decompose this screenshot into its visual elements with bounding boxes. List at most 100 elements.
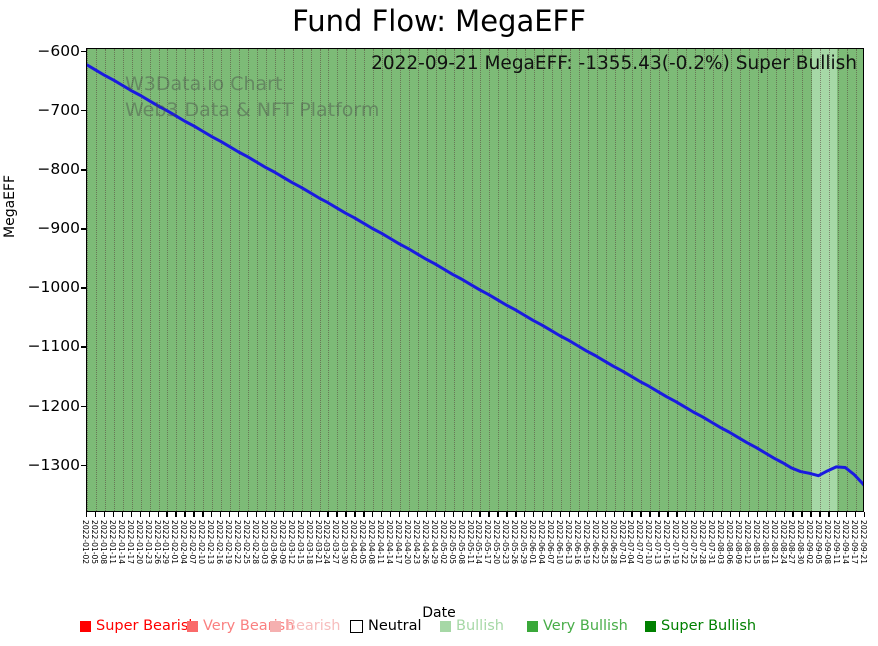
legend-item-bearish[interactable]: Bearish — [270, 619, 341, 634]
gridline-vertical — [256, 49, 258, 511]
x-tick-mark — [711, 512, 714, 517]
x-tick-mark — [515, 512, 517, 517]
x-tick-label: 2022-04-02 — [349, 520, 359, 565]
gridline-vertical — [87, 49, 88, 511]
x-tick-mark — [595, 512, 598, 517]
x-tick-label: 2022-03-06 — [268, 520, 278, 565]
x-tick-label: 2022-06-01 — [528, 520, 538, 565]
x-tick-mark — [246, 512, 249, 517]
x-tick-label: 2022-08-27 — [787, 520, 797, 565]
x-tick-label: 2022-02-04 — [179, 520, 189, 565]
x-tick-label: 2022-09-11 — [832, 520, 842, 565]
x-tick-mark — [479, 512, 481, 517]
y-tick-mark — [81, 464, 86, 467]
x-tick-mark — [747, 512, 750, 517]
x-tick-label: 2022-08-03 — [715, 520, 725, 565]
x-axis-label: Date — [422, 605, 456, 621]
legend-label: Very Bullish — [543, 618, 628, 634]
y-axis: −600 −700 −800 −900 −1000 −1100 −1200 −1300 — [0, 42, 86, 512]
y-axis-label: MegaEFF — [2, 174, 18, 238]
x-tick-label: 2022-04-08 — [367, 520, 377, 565]
x-tick-mark — [300, 512, 302, 517]
legend-label: Bullish — [456, 618, 504, 634]
gridline-vertical — [480, 49, 482, 511]
x-tick-mark — [130, 512, 132, 517]
y-tick-mark — [81, 228, 86, 230]
x-tick-mark — [649, 512, 651, 517]
x-tick-mark — [291, 512, 293, 517]
y-tick-mark — [81, 405, 86, 407]
x-tick-mark — [488, 512, 490, 517]
gridline-vertical — [221, 49, 223, 511]
gridline-vertical — [471, 49, 473, 511]
x-tick-mark — [264, 512, 267, 517]
gridline-vertical — [489, 49, 491, 511]
x-tick-mark — [533, 512, 535, 517]
gridline-vertical — [328, 49, 330, 511]
gridline-vertical — [793, 49, 795, 511]
x-tick-label: 2022-03-21 — [313, 520, 323, 565]
x-tick-mark — [622, 512, 624, 517]
x-tick-label: 2022-01-02 — [81, 520, 90, 565]
gridline-vertical — [748, 49, 750, 511]
legend-item-very-bullish[interactable]: Very Bullish — [527, 619, 628, 634]
x-tick-label: 2022-07-07 — [635, 520, 645, 565]
x-tick-mark — [94, 512, 97, 517]
x-tick-mark — [148, 512, 150, 517]
current-value-annotation: 2022-09-21 MegaEFF: -1355.43(-0.2%) Supe… — [371, 53, 857, 74]
x-tick-label: 2022-01-11 — [107, 520, 117, 565]
gridline-vertical — [301, 49, 303, 511]
gridline-vertical — [650, 49, 652, 511]
x-tick-mark — [363, 512, 365, 517]
gridline-vertical — [382, 49, 384, 511]
y-tick-label: −800 — [37, 160, 80, 179]
legend-item-super-bullish[interactable]: Super Bullish — [645, 619, 756, 634]
legend-item-bullish[interactable]: Bullish — [440, 619, 504, 634]
gridline-vertical — [319, 49, 321, 511]
gridline-vertical — [408, 49, 410, 511]
gridline-vertical — [659, 49, 661, 511]
x-tick-mark — [685, 512, 687, 517]
x-tick-label: 2022-04-29 — [429, 520, 439, 565]
x-tick-mark — [193, 512, 195, 517]
x-tick-label: 2022-03-09 — [277, 520, 287, 565]
x-tick-mark — [336, 512, 338, 517]
gridline-vertical — [730, 49, 732, 511]
x-tick-mark — [103, 512, 106, 517]
gridline-vertical — [704, 49, 706, 511]
x-tick-label: 2022-04-14 — [385, 520, 395, 565]
x-tick-label: 2022-04-23 — [411, 520, 421, 565]
x-tick-mark — [497, 512, 499, 517]
x-tick-mark — [381, 512, 383, 517]
legend-item-super-bearish[interactable]: Super Bearish — [80, 619, 198, 634]
zone-band-very-bullish — [87, 49, 812, 511]
gridline-vertical — [569, 49, 571, 511]
x-tick-mark — [658, 512, 660, 517]
x-tick-label: 2022-07-19 — [671, 520, 681, 565]
x-tick-mark — [551, 512, 553, 517]
gridline-vertical — [856, 49, 858, 511]
x-tick-mark — [121, 512, 124, 517]
legend-item-neutral[interactable]: Neutral — [350, 619, 422, 634]
x-tick-mark — [765, 512, 767, 517]
x-tick-label: 2022-06-25 — [599, 520, 609, 565]
x-tick-mark — [211, 512, 213, 517]
x-tick-mark — [792, 512, 794, 517]
gridline-vertical — [838, 49, 840, 511]
legend-label: Bearish — [286, 618, 341, 634]
x-tick-label: 2022-09-17 — [850, 520, 860, 565]
gridline-vertical — [641, 49, 643, 511]
gridline-vertical — [167, 49, 169, 511]
x-tick-label: 2022-07-28 — [698, 520, 708, 565]
x-tick-label: 2022-07-10 — [644, 520, 654, 565]
gridline-vertical — [158, 49, 160, 511]
x-tick-mark — [756, 512, 758, 517]
gridline-vertical — [534, 49, 536, 511]
y-tick-label: −900 — [37, 219, 80, 238]
gridline-vertical — [516, 49, 518, 511]
gridline-vertical — [417, 49, 419, 511]
x-tick-label: 2022-09-08 — [823, 520, 833, 565]
x-tick-label: 2022-05-17 — [483, 520, 493, 565]
x-tick-label: 2022-05-26 — [510, 520, 520, 565]
